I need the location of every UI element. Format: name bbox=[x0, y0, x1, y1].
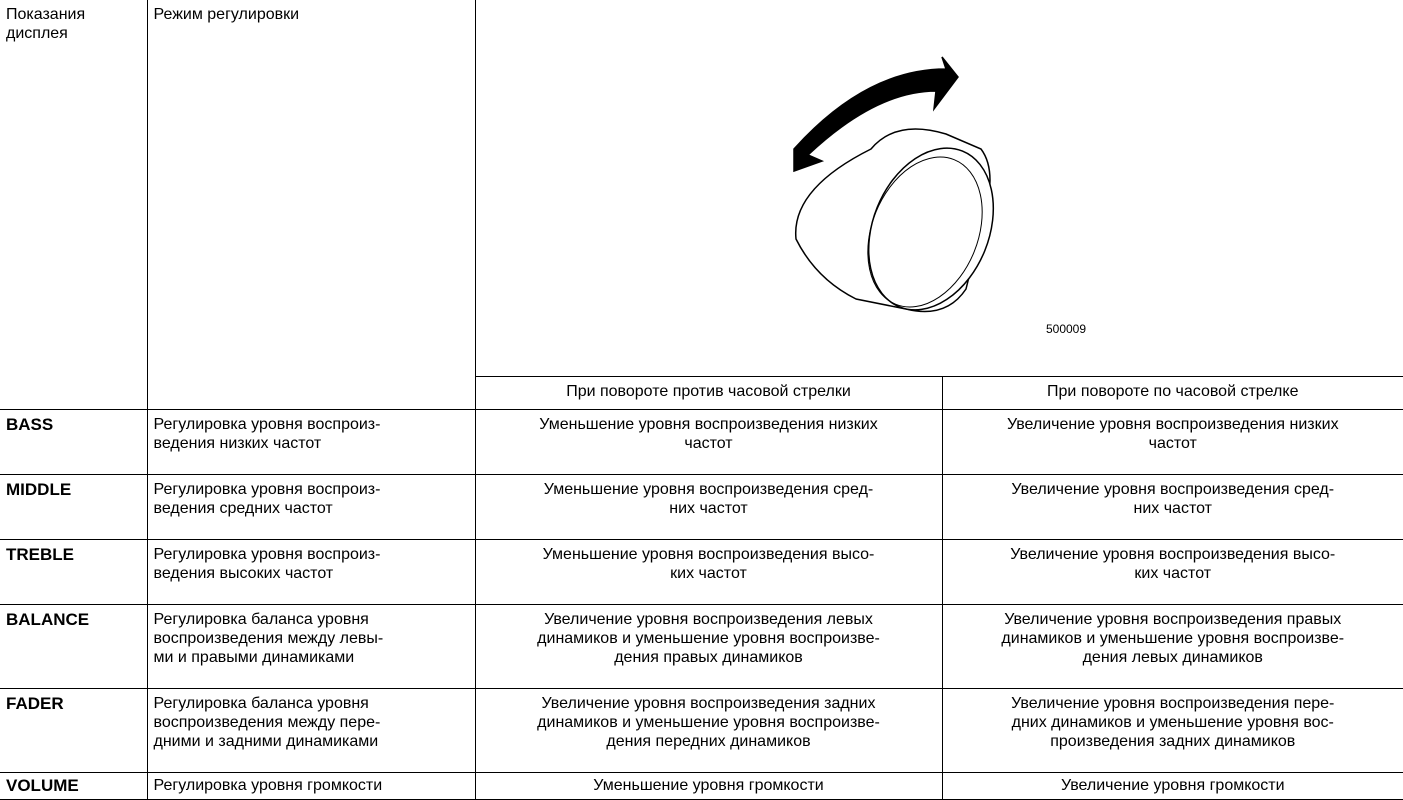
mode-cell: BALANCE bbox=[0, 605, 147, 689]
table-cell: Увеличение уровня воспроизведения пере- … bbox=[942, 689, 1403, 773]
mode-cell: BASS bbox=[0, 410, 147, 475]
table-cell: Увеличение уровня воспроизведения задних… bbox=[475, 689, 942, 773]
table-cell: Регулировка баланса уровня воспроизведен… bbox=[147, 689, 475, 773]
mode-cell: FADER bbox=[0, 689, 147, 773]
figure-cell: 500009 bbox=[475, 0, 1403, 377]
header-cell: Показания дисплея bbox=[0, 0, 147, 410]
mode-cell: TREBLE bbox=[0, 540, 147, 605]
mode-cell: VOLUME bbox=[0, 773, 147, 800]
table-cell: Уменьшение уровня громкости bbox=[475, 773, 942, 800]
subheader-cell: При повороте по часовой стрелке bbox=[942, 377, 1403, 410]
table-cell: Уменьшение уровня воспроизведения низких… bbox=[475, 410, 942, 475]
table-cell: Регулировка уровня громкости bbox=[147, 773, 475, 800]
table-cell: Уменьшение уровня воспроизведения высо- … bbox=[475, 540, 942, 605]
figure-id: 500009 bbox=[1045, 322, 1085, 336]
table-cell: Регулировка уровня воспроиз- ведения сре… bbox=[147, 475, 475, 540]
table-cell: Регулировка баланса уровня воспроизведен… bbox=[147, 605, 475, 689]
table-cell: Уменьшение уровня воспроизведения сред- … bbox=[475, 475, 942, 540]
table-cell: Регулировка уровня воспроиз- ведения выс… bbox=[147, 540, 475, 605]
table-cell: Увеличение уровня воспроизведения правых… bbox=[942, 605, 1403, 689]
header-cell: Режим регулировки bbox=[147, 0, 475, 410]
table-cell: Увеличение уровня воспроизведения высо- … bbox=[942, 540, 1403, 605]
table-cell: Увеличение уровня воспроизведения сред- … bbox=[942, 475, 1403, 540]
table-cell: Увеличение уровня воспроизведения низких… bbox=[942, 410, 1403, 475]
page: {"table":{"header":["Показания\nдисплея"… bbox=[0, 0, 1403, 761]
header-row: Показания дисплея Режим регулировки 5000… bbox=[0, 0, 1403, 377]
table-cell: Увеличение уровня воспроизведения левых … bbox=[475, 605, 942, 689]
knob-illustration: 500009 bbox=[476, 19, 1403, 357]
subheader-cell: При повороте против часовой стрелки bbox=[475, 377, 942, 410]
table-cell: Увеличение уровня громкости bbox=[942, 773, 1403, 800]
mode-cell: MIDDLE bbox=[0, 475, 147, 540]
table-cell: Регулировка уровня воспроиз- ведения низ… bbox=[147, 410, 475, 475]
